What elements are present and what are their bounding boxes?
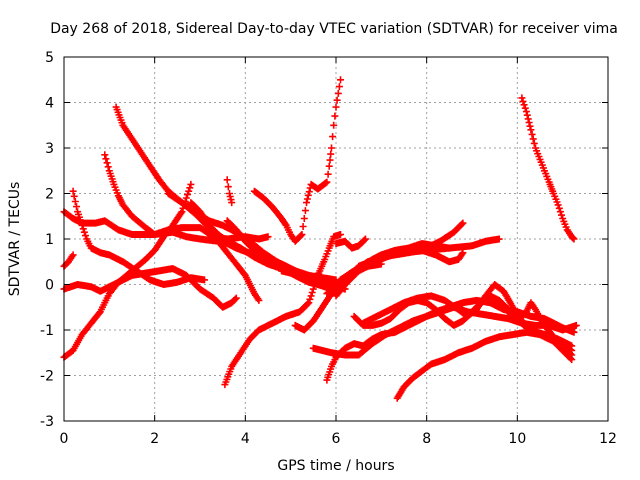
- series-marks: [332, 235, 503, 298]
- series-s26: [495, 299, 576, 359]
- y-tick-label: -3: [40, 414, 54, 430]
- y-tick-labels: -3 -2 -1 0 1 2 3 4 5: [40, 50, 54, 430]
- axis-ticks: [63, 56, 609, 422]
- series-marks: [393, 328, 576, 402]
- y-tick-label: -1: [40, 323, 54, 339]
- y-tick-label: 5: [45, 50, 54, 66]
- series-marks: [69, 187, 208, 288]
- y-tick-label: -2: [40, 369, 54, 385]
- y-tick-label: 2: [45, 187, 54, 203]
- data-series: [60, 76, 580, 402]
- series-s05: [69, 187, 208, 288]
- x-axis-label: GPS time / hours: [277, 458, 394, 474]
- y-tick-label: 4: [45, 96, 54, 112]
- x-tick-label: 8: [422, 431, 431, 447]
- x-tick-labels: 0 2 4 6 8 10 12: [60, 431, 617, 447]
- x-tick-label: 2: [150, 431, 159, 447]
- series-s21: [332, 235, 369, 252]
- series-marks: [332, 235, 369, 252]
- series-s13: [250, 76, 344, 245]
- series-marks: [250, 76, 344, 245]
- x-tick-label: 12: [599, 431, 617, 447]
- x-tick-label: 10: [508, 431, 526, 447]
- series-s27: [518, 94, 578, 243]
- series-marks: [495, 299, 576, 359]
- x-tick-label: 6: [332, 431, 341, 447]
- series-marks: [278, 267, 322, 288]
- series-marks: [223, 176, 236, 207]
- series-s12: [223, 217, 295, 273]
- y-tick-label: 3: [45, 141, 54, 157]
- series-s25: [393, 328, 576, 402]
- y-axis-label: SDTVAR / TECUs: [7, 182, 23, 297]
- x-tick-label: 0: [60, 431, 69, 447]
- series-marks: [223, 217, 295, 273]
- y-tick-label: 0: [45, 278, 54, 294]
- x-tick-label: 4: [241, 431, 250, 447]
- series-marks: [518, 94, 578, 243]
- chart-title: Day 268 of 2018, Sidereal Day-to-day VTE…: [50, 21, 618, 37]
- series-s24: [332, 235, 503, 298]
- series-s14: [278, 267, 322, 288]
- series-s11: [223, 176, 236, 207]
- y-tick-label: 1: [45, 232, 54, 248]
